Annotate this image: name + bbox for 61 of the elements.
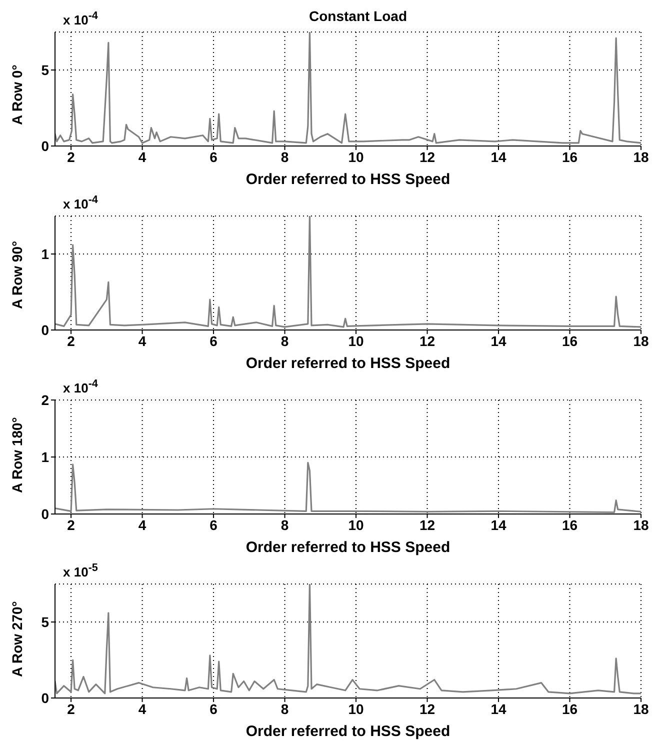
x-axis-title: Order referred to HSS Speed: [244, 170, 452, 190]
text: x 10$^{-4}$: [63, 10, 98, 28]
y-axis-title: A Row 90°: [8, 240, 25, 309]
x-tick-label: 6: [210, 148, 218, 165]
chart-title: Constant Load: [309, 8, 407, 24]
y-axis-title: A Row 180°: [8, 417, 25, 493]
x-tick-label: 6: [210, 516, 218, 533]
text: x 10$^{-4}$: [63, 378, 98, 396]
y-tick-label: 5: [41, 614, 50, 630]
x-tick-label: 2: [67, 148, 76, 165]
x-tick-label: 4: [138, 148, 146, 165]
y-tick-label: 1: [41, 246, 50, 262]
x-tick-label: 2: [67, 516, 76, 533]
x-tick-label: 12: [419, 148, 436, 165]
x-tick-label: 2: [67, 332, 76, 349]
x-tick-label: 6: [210, 700, 218, 717]
x-tick-label: 4: [138, 516, 146, 533]
line-series: [55, 32, 641, 144]
x-tick-label: 8: [280, 148, 289, 165]
x-tick-label: 10: [348, 332, 364, 349]
x-tick-label: 14: [490, 332, 507, 349]
x-tick-label: 8: [280, 332, 289, 349]
x-tick-label: 10: [348, 516, 364, 533]
x-tick-label: 8: [280, 516, 289, 533]
x-tick-label: 18: [633, 700, 649, 717]
y-tick-label: 0: [41, 138, 50, 154]
x-tick-label: 10: [348, 700, 364, 717]
x-tick-label: 14: [490, 516, 507, 533]
x-tick-label: 6: [210, 332, 218, 349]
y-axis-title: A Row 0°: [8, 64, 25, 125]
x-tick-label: 8: [280, 700, 289, 717]
line-series: [55, 584, 641, 694]
x-tick-label: 16: [562, 148, 578, 165]
x-tick-label: 12: [419, 332, 436, 349]
x-tick-label: 18: [633, 148, 649, 165]
line-series: [55, 216, 641, 328]
y-tick-label: 1: [41, 448, 50, 465]
y-tick-label: 0: [41, 322, 50, 338]
x-tick-label: 12: [419, 700, 436, 717]
y-tick-label: 2: [41, 392, 50, 408]
x-tick-label: 18: [633, 332, 649, 349]
x-axis-title: Order referred to HSS Speed: [244, 354, 452, 374]
x-tick-label: 16: [562, 516, 578, 533]
x-tick-label: 18: [633, 516, 649, 533]
x-tick-label: 12: [419, 516, 436, 533]
x-tick-label: 4: [138, 332, 146, 349]
x-tick-label: 10: [348, 148, 364, 165]
x-tick-label: 4: [138, 700, 146, 717]
x-axis-title: Order referred to HSS Speed: [244, 722, 452, 742]
x-tick-label: 16: [562, 332, 578, 349]
x-tick-label: 2: [67, 700, 76, 717]
x-tick-label: 14: [490, 148, 507, 165]
x-tick-label: 14: [490, 700, 507, 717]
x-axis-title: Order referred to HSS Speed: [244, 538, 452, 558]
y-tick-label: 5: [41, 62, 50, 78]
x-tick-label: 16: [562, 700, 578, 717]
text: x 10$^{-4}$: [63, 194, 98, 212]
y-tick-label: 0: [41, 690, 50, 706]
y-tick-label: 0: [41, 506, 50, 522]
text: x 10$^{-5}$: [63, 562, 98, 580]
y-axis-title: A Row 270°: [8, 601, 25, 677]
